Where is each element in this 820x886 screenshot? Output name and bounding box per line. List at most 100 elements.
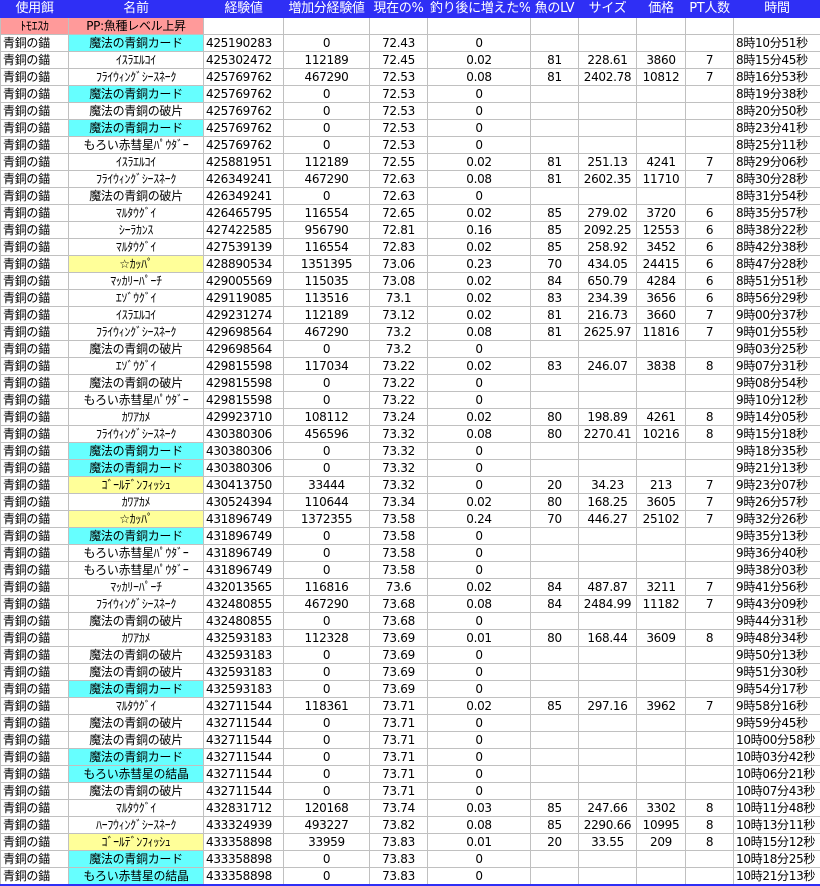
size-cell[interactable] xyxy=(579,392,637,409)
size-cell[interactable]: 2402.78 xyxy=(579,69,637,86)
size-cell[interactable]: 446.27 xyxy=(579,511,637,528)
size-cell[interactable] xyxy=(579,613,637,630)
price-cell[interactable] xyxy=(637,103,686,120)
size-cell[interactable]: 2092.25 xyxy=(579,222,637,239)
size-cell[interactable]: 34.23 xyxy=(579,477,637,494)
current-pct-cell[interactable]: 73.32 xyxy=(370,443,428,460)
size-cell[interactable] xyxy=(579,120,637,137)
bait-cell[interactable]: 青銅の錨 xyxy=(1,698,69,715)
exp-cell[interactable]: 429815598 xyxy=(204,358,284,375)
bait-cell[interactable]: 青銅の錨 xyxy=(1,800,69,817)
price-cell[interactable]: 3838 xyxy=(637,358,686,375)
price-cell[interactable]: 10812 xyxy=(637,69,686,86)
pt-count-cell[interactable] xyxy=(686,528,734,545)
exp-gain-cell[interactable]: 0 xyxy=(284,35,370,52)
pt-count-cell[interactable]: 7 xyxy=(686,698,734,715)
pt-count-cell[interactable] xyxy=(686,681,734,698)
name-cell[interactable]: 魔法の青銅カード xyxy=(69,86,204,103)
size-cell[interactable] xyxy=(579,137,637,154)
current-pct-cell[interactable]: 73.71 xyxy=(370,766,428,783)
column-header-pct-gain[interactable]: 釣り後に増えた% xyxy=(428,1,531,18)
exp-gain-cell[interactable]: 0 xyxy=(284,528,370,545)
current-pct-cell[interactable]: 73.58 xyxy=(370,528,428,545)
exp-gain-cell[interactable]: 467290 xyxy=(284,596,370,613)
empty-cell[interactable] xyxy=(531,18,579,35)
bait-cell[interactable]: 青銅の錨 xyxy=(1,86,69,103)
name-cell[interactable]: ｲｽﾗｴﾙｺｲ xyxy=(69,52,204,69)
bait-cell[interactable]: 青銅の錨 xyxy=(1,817,69,834)
name-cell[interactable]: ﾌﾗｲｳｨﾝｸﾞｼｰｽﾈｰｸ xyxy=(69,324,204,341)
size-cell[interactable] xyxy=(579,749,637,766)
pt-count-cell[interactable]: 6 xyxy=(686,256,734,273)
exp-gain-cell[interactable]: 0 xyxy=(284,715,370,732)
time-cell[interactable]: 9時35分13秒 xyxy=(734,528,820,545)
time-cell[interactable]: 8時56分29秒 xyxy=(734,290,820,307)
price-cell[interactable]: 3660 xyxy=(637,307,686,324)
fish-lv-cell[interactable] xyxy=(531,443,579,460)
size-cell[interactable] xyxy=(579,375,637,392)
pt-count-cell[interactable] xyxy=(686,749,734,766)
name-cell[interactable]: ｴｿﾞｳｸﾞｲ xyxy=(69,290,204,307)
fish-lv-cell[interactable] xyxy=(531,120,579,137)
fish-lv-cell[interactable]: 80 xyxy=(531,409,579,426)
column-header-current-pct[interactable]: 現在の% xyxy=(370,1,428,18)
time-cell[interactable]: 9時50分13秒 xyxy=(734,647,820,664)
bait-cell[interactable]: 青銅の錨 xyxy=(1,307,69,324)
size-cell[interactable]: 251.13 xyxy=(579,154,637,171)
exp-cell[interactable]: 433358898 xyxy=(204,851,284,868)
fish-lv-cell[interactable]: 80 xyxy=(531,494,579,511)
pct-gain-cell[interactable]: 0.01 xyxy=(428,630,531,647)
exp-cell[interactable]: 425769762 xyxy=(204,137,284,154)
pt-count-cell[interactable] xyxy=(686,766,734,783)
pct-gain-cell[interactable]: 0.02 xyxy=(428,273,531,290)
price-cell[interactable]: 11816 xyxy=(637,324,686,341)
exp-cell[interactable]: 431896749 xyxy=(204,528,284,545)
current-pct-cell[interactable]: 72.53 xyxy=(370,69,428,86)
fish-lv-cell[interactable]: 20 xyxy=(531,477,579,494)
name-cell[interactable]: 魔法の青銅カード xyxy=(69,120,204,137)
exp-gain-cell[interactable]: 0 xyxy=(284,766,370,783)
current-pct-cell[interactable]: 73.69 xyxy=(370,681,428,698)
time-cell[interactable]: 10時07分43秒 xyxy=(734,783,820,800)
fish-lv-cell[interactable] xyxy=(531,392,579,409)
exp-gain-cell[interactable]: 0 xyxy=(284,341,370,358)
exp-gain-cell[interactable]: 0 xyxy=(284,868,370,886)
pct-gain-cell[interactable]: 0 xyxy=(428,664,531,681)
name-cell[interactable]: もろい赤彗星ﾊﾟｳﾀﾞｰ xyxy=(69,392,204,409)
pct-gain-cell[interactable]: 0.02 xyxy=(428,358,531,375)
time-cell[interactable]: 10時00分58秒 xyxy=(734,732,820,749)
size-cell[interactable]: 2270.41 xyxy=(579,426,637,443)
current-pct-cell[interactable]: 73.68 xyxy=(370,613,428,630)
fish-lv-cell[interactable]: 85 xyxy=(531,817,579,834)
current-pct-cell[interactable]: 73.69 xyxy=(370,630,428,647)
pct-gain-cell[interactable]: 0 xyxy=(428,766,531,783)
exp-cell[interactable]: 432711544 xyxy=(204,698,284,715)
empty-cell[interactable] xyxy=(579,18,637,35)
bait-cell[interactable]: 青銅の錨 xyxy=(1,358,69,375)
exp-gain-cell[interactable]: 467290 xyxy=(284,324,370,341)
time-cell[interactable]: 9時08分54秒 xyxy=(734,375,820,392)
bait-cell[interactable]: 青銅の錨 xyxy=(1,120,69,137)
column-header-exp-gain[interactable]: 増加分経験値 xyxy=(284,1,370,18)
fish-lv-cell[interactable] xyxy=(531,562,579,579)
exp-gain-cell[interactable]: 112189 xyxy=(284,154,370,171)
exp-gain-cell[interactable]: 0 xyxy=(284,392,370,409)
time-cell[interactable]: 10時06分21秒 xyxy=(734,766,820,783)
fish-lv-cell[interactable]: 83 xyxy=(531,358,579,375)
time-cell[interactable]: 9時54分17秒 xyxy=(734,681,820,698)
pct-gain-cell[interactable]: 0.08 xyxy=(428,596,531,613)
exp-gain-cell[interactable]: 113516 xyxy=(284,290,370,307)
current-pct-cell[interactable]: 73.71 xyxy=(370,698,428,715)
bait-cell[interactable]: 青銅の錨 xyxy=(1,409,69,426)
price-cell[interactable]: 11710 xyxy=(637,171,686,188)
pt-count-cell[interactable] xyxy=(686,375,734,392)
pct-gain-cell[interactable]: 0.02 xyxy=(428,290,531,307)
exp-cell[interactable]: 432711544 xyxy=(204,715,284,732)
size-cell[interactable]: 297.16 xyxy=(579,698,637,715)
exp-cell[interactable]: 429698564 xyxy=(204,324,284,341)
exp-cell[interactable]: 433324939 xyxy=(204,817,284,834)
current-pct-cell[interactable]: 73.32 xyxy=(370,460,428,477)
pt-count-cell[interactable] xyxy=(686,120,734,137)
current-pct-cell[interactable]: 73.2 xyxy=(370,324,428,341)
fish-lv-cell[interactable] xyxy=(531,783,579,800)
